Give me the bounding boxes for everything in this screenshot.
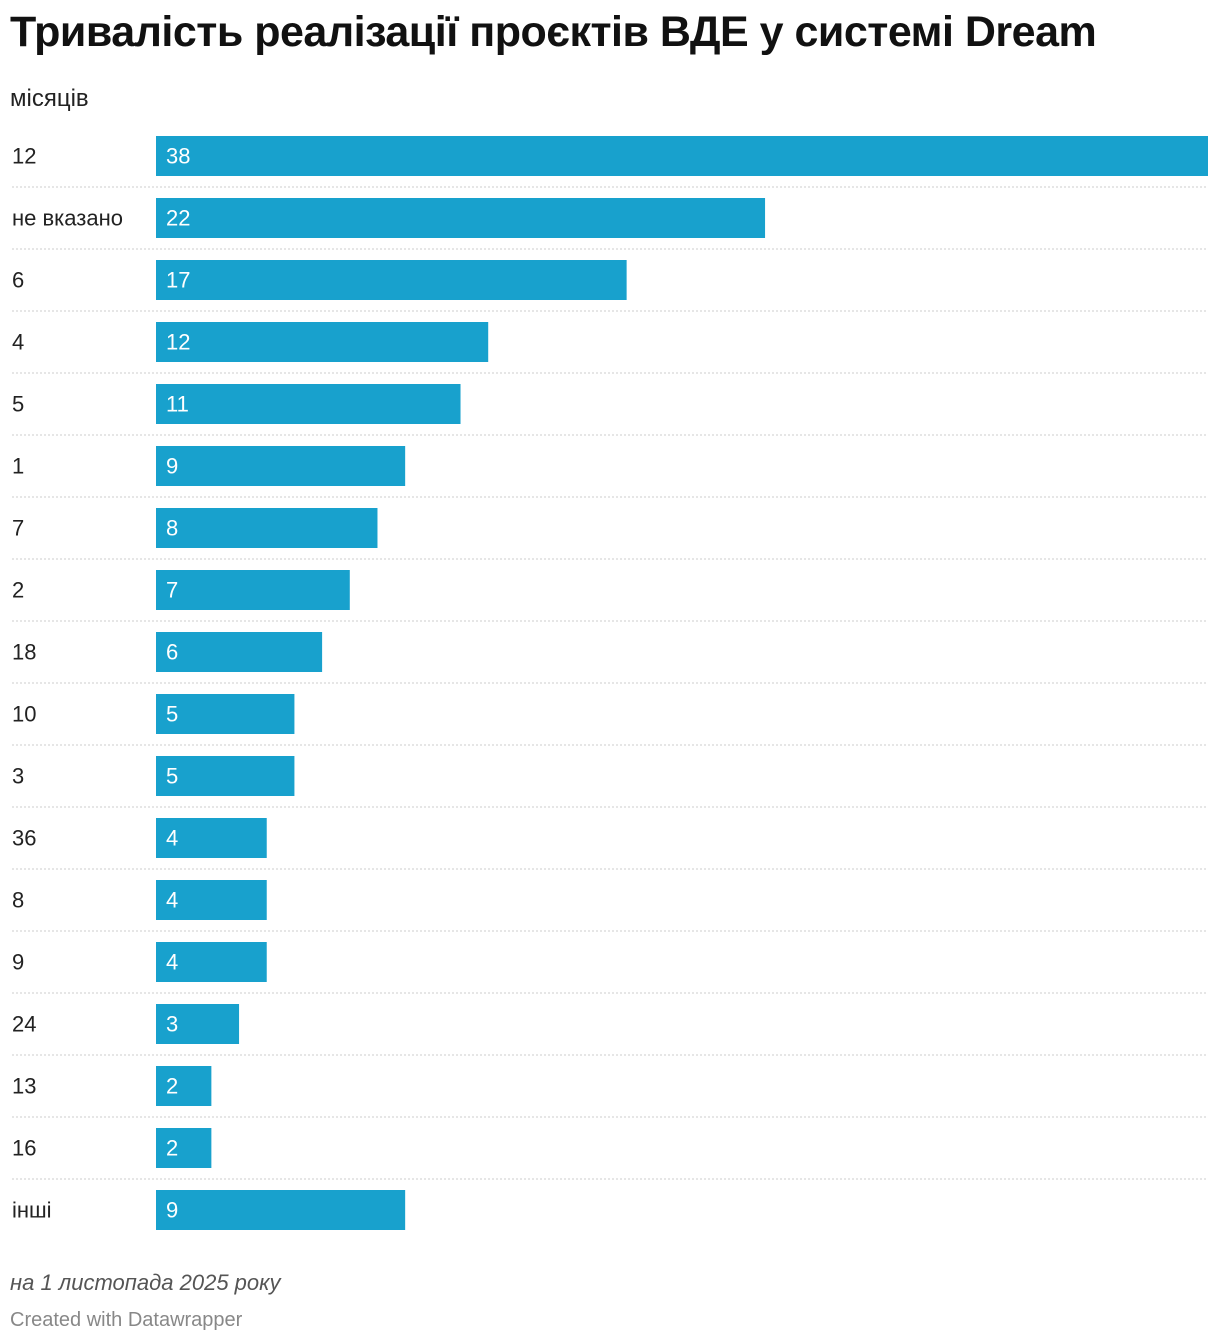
bar-value-label: 17: [166, 268, 190, 293]
category-label: 8: [12, 888, 24, 913]
bar: [156, 260, 627, 300]
category-label: інші: [12, 1198, 52, 1223]
category-label: 3: [12, 764, 24, 789]
bar-value-label: 9: [166, 1198, 178, 1223]
bar-value-label: 11: [166, 392, 189, 417]
bar: [156, 136, 1208, 176]
bar: [156, 756, 295, 796]
bar: [156, 198, 766, 238]
bar-value-label: 3: [166, 1012, 178, 1037]
bar-value-label: 5: [166, 764, 178, 789]
bar: [156, 322, 489, 362]
bar: [156, 1004, 240, 1044]
bar-value-label: 6: [166, 640, 178, 665]
bar-value-label: 9: [166, 454, 178, 479]
bar-value-label: 5: [166, 702, 178, 727]
bar-value-label: 12: [166, 330, 190, 355]
category-label: 13: [12, 1074, 36, 1099]
category-label: 5: [12, 392, 24, 417]
category-label: 18: [12, 640, 36, 665]
bar: [156, 508, 378, 548]
bar: [156, 1190, 406, 1230]
bar-value-label: 4: [166, 950, 178, 975]
chart-title: Тривалість реалізації проєктів ВДЕ у сис…: [10, 8, 1097, 56]
bar: [156, 942, 267, 982]
bar: [156, 1128, 212, 1168]
bar-value-label: 4: [166, 888, 178, 913]
bar: [156, 570, 350, 610]
datawrapper-credit[interactable]: Created with Datawrapper: [10, 1309, 243, 1331]
category-label: не вказано: [12, 206, 123, 231]
category-label: 12: [12, 144, 36, 169]
bar: [156, 694, 295, 734]
bar-value-label: 22: [166, 206, 190, 231]
bar-value-label: 7: [166, 578, 178, 603]
category-label: 24: [12, 1012, 36, 1037]
bar: [156, 880, 267, 920]
category-label: 9: [12, 950, 24, 975]
category-label: 4: [12, 330, 24, 355]
bar-value-label: 8: [166, 516, 178, 541]
category-label: 16: [12, 1136, 36, 1161]
chart-subtitle: місяців: [10, 85, 89, 112]
category-label: 6: [12, 268, 24, 293]
category-label: 10: [12, 702, 36, 727]
category-label: 7: [12, 516, 24, 541]
bar: [156, 1066, 212, 1106]
bar-value-label: 2: [166, 1136, 178, 1161]
bar: [156, 818, 267, 858]
bar-value-label: 4: [166, 826, 178, 851]
category-label: 2: [12, 578, 24, 603]
bar: [156, 446, 406, 486]
bar-value-label: 2: [166, 1074, 178, 1099]
chart-notes: на 1 листопада 2025 року: [10, 1270, 281, 1295]
bar: [156, 384, 461, 424]
bar-value-label: 38: [166, 144, 190, 169]
category-label: 1: [12, 454, 24, 479]
category-label: 36: [12, 826, 36, 851]
bar: [156, 632, 323, 672]
